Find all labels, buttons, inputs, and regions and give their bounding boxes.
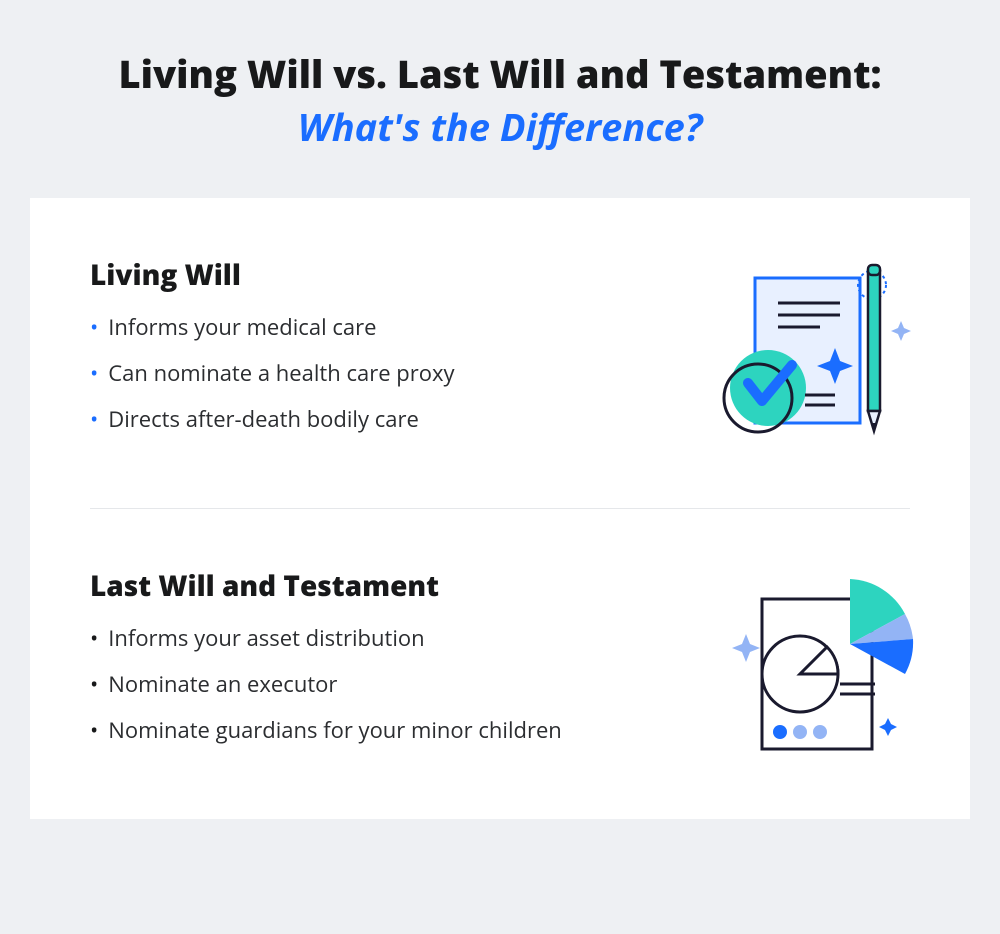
content-card: Living Will • Informs your medical care … <box>30 198 970 819</box>
section-living-will: Living Will • Informs your medical care … <box>30 198 970 508</box>
page-title-line1: Living Will vs. Last Will and Testament: <box>40 50 960 99</box>
section-title: Last Will and Testament <box>90 567 700 605</box>
bullet-icon: • <box>90 719 98 741</box>
list-item: • Informs your medical care <box>90 312 700 342</box>
list-item: • Nominate guardians for your minor chil… <box>90 715 700 745</box>
page-title-line2: What's the Difference? <box>40 103 960 152</box>
bullet-text: Can nominate a health care proxy <box>108 358 454 388</box>
list-item: • Can nominate a health care proxy <box>90 358 700 388</box>
list-item: • Informs your asset distribution <box>90 623 700 653</box>
bullet-icon: • <box>90 316 98 338</box>
bullet-text: Directs after-death bodily care <box>108 404 419 434</box>
bullet-text: Informs your medical care <box>108 312 376 342</box>
bullet-text: Nominate an executor <box>108 669 337 699</box>
bullet-icon: • <box>90 408 98 430</box>
bullet-list: • Informs your medical care • Can nomina… <box>90 312 700 434</box>
section-text: Last Will and Testament • Informs your a… <box>90 567 700 761</box>
bullet-icon: • <box>90 673 98 695</box>
bullet-icon: • <box>90 362 98 384</box>
document-piechart-icon <box>700 564 920 764</box>
bullet-list: • Informs your asset distribution • Nomi… <box>90 623 700 745</box>
section-title: Living Will <box>90 256 700 294</box>
list-item: • Nominate an executor <box>90 669 700 699</box>
section-text: Living Will • Informs your medical care … <box>90 256 700 450</box>
document-checkmark-icon <box>700 253 920 453</box>
bullet-icon: • <box>90 627 98 649</box>
bullet-text: Nominate guardians for your minor childr… <box>108 715 562 745</box>
list-item: • Directs after-death bodily care <box>90 404 700 434</box>
bullet-text: Informs your asset distribution <box>108 623 424 653</box>
header: Living Will vs. Last Will and Testament:… <box>0 0 1000 198</box>
section-last-will: Last Will and Testament • Informs your a… <box>30 509 970 819</box>
